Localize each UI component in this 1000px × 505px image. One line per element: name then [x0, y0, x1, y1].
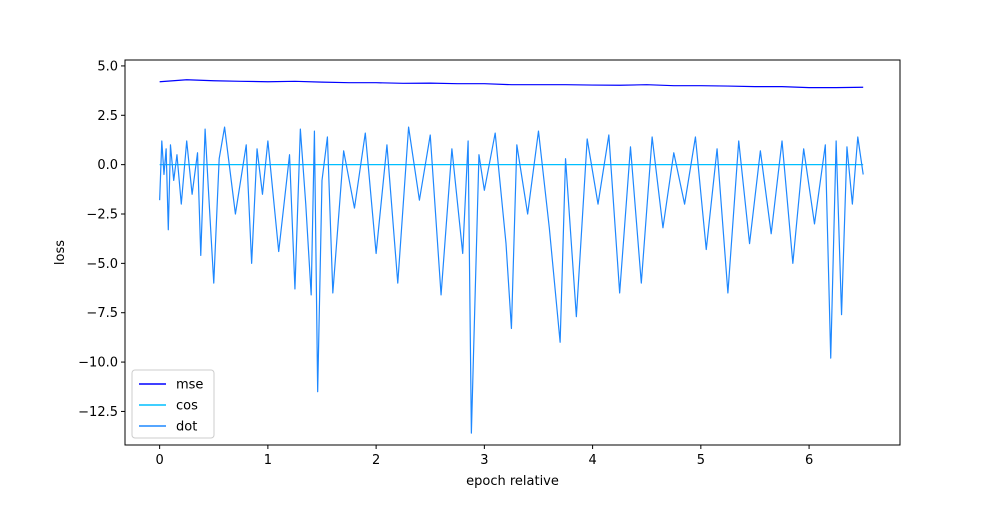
x-axis-label: epoch relative: [466, 474, 559, 489]
x-axis: 0 1 2 3 4 5 6: [155, 445, 813, 468]
legend: mse cos dot: [131, 369, 215, 439]
x-tick-label: 5: [697, 453, 705, 468]
y-tick-label: −5.0: [86, 257, 118, 272]
y-tick-label: −10.0: [78, 356, 118, 371]
series-line-mse: [159, 79, 864, 89]
x-tick-label: 3: [480, 453, 488, 468]
series-line-dot: [159, 126, 864, 434]
y-tick-label: −2.5: [86, 208, 118, 223]
y-tick-label: 5.0: [97, 59, 118, 74]
y-axis-label: loss: [53, 240, 68, 265]
plot-frame: [124, 59, 901, 446]
y-tick-label: 0.0: [97, 158, 118, 173]
legend-label-mse: mse: [176, 378, 203, 393]
y-tick-label: 2.5: [97, 109, 118, 124]
x-tick-label: 6: [805, 453, 813, 468]
x-tick-label: 0: [155, 453, 163, 468]
x-tick-label: 2: [372, 453, 380, 468]
y-axis: 5.0 2.5 0.0 −2.5 −5.0 −7.5 −10.0 −12.5: [78, 59, 125, 420]
y-tick-label: −12.5: [78, 405, 118, 420]
x-tick-label: 4: [588, 453, 596, 468]
legend-label-dot: dot: [176, 420, 197, 435]
legend-label-cos: cos: [176, 399, 198, 414]
x-tick-label: 1: [264, 453, 272, 468]
legend-box: [131, 369, 215, 439]
y-tick-label: −7.5: [86, 306, 118, 321]
plot-layer: [159, 79, 864, 434]
